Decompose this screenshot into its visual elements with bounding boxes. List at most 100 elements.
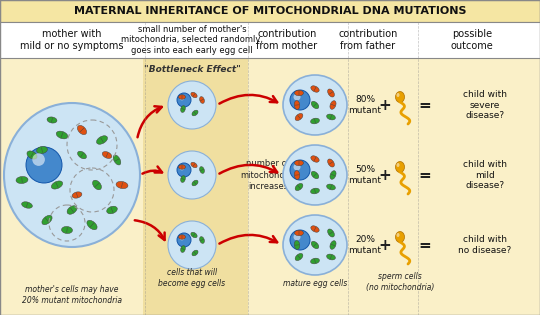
Text: child with
severe
disease?: child with severe disease? — [463, 90, 507, 120]
Ellipse shape — [56, 131, 68, 139]
Ellipse shape — [311, 86, 319, 92]
Text: contribution
from father: contribution from father — [339, 29, 397, 51]
Text: child with
mild
disease?: child with mild disease? — [463, 160, 507, 190]
Text: mature egg cells: mature egg cells — [283, 279, 347, 288]
Ellipse shape — [168, 81, 216, 129]
Ellipse shape — [310, 258, 320, 264]
Text: =: = — [418, 98, 431, 112]
Ellipse shape — [283, 75, 347, 135]
Text: "Bottleneck Effect": "Bottleneck Effect" — [144, 66, 240, 75]
Circle shape — [177, 233, 191, 247]
Ellipse shape — [179, 95, 186, 99]
Ellipse shape — [168, 221, 216, 269]
Ellipse shape — [181, 106, 185, 112]
Ellipse shape — [72, 192, 82, 198]
Ellipse shape — [294, 160, 303, 166]
Ellipse shape — [311, 226, 319, 232]
Ellipse shape — [179, 165, 186, 169]
Circle shape — [26, 147, 62, 183]
Ellipse shape — [396, 163, 400, 167]
Ellipse shape — [192, 180, 198, 186]
Ellipse shape — [295, 254, 303, 261]
Ellipse shape — [200, 237, 205, 243]
Circle shape — [179, 165, 184, 170]
Ellipse shape — [22, 202, 32, 208]
FancyBboxPatch shape — [143, 58, 248, 315]
Ellipse shape — [330, 241, 336, 249]
Circle shape — [290, 160, 310, 180]
Circle shape — [177, 93, 191, 107]
Ellipse shape — [27, 151, 37, 159]
Text: =: = — [418, 168, 431, 182]
Text: mother with
mild or no symptoms: mother with mild or no symptoms — [21, 29, 124, 51]
Text: 20%
mutant: 20% mutant — [348, 235, 381, 255]
Ellipse shape — [116, 181, 128, 189]
Ellipse shape — [200, 97, 205, 103]
Ellipse shape — [92, 180, 102, 190]
Ellipse shape — [328, 229, 334, 237]
FancyBboxPatch shape — [0, 58, 540, 315]
FancyBboxPatch shape — [0, 22, 540, 58]
Ellipse shape — [396, 233, 400, 237]
Ellipse shape — [294, 170, 300, 180]
Text: mother's cells may have
20% mutant mitochondria: mother's cells may have 20% mutant mitoc… — [22, 285, 122, 305]
Ellipse shape — [102, 152, 112, 158]
Ellipse shape — [51, 181, 63, 189]
Ellipse shape — [191, 92, 197, 98]
Ellipse shape — [294, 230, 303, 236]
Ellipse shape — [77, 125, 86, 135]
Ellipse shape — [283, 215, 347, 275]
Ellipse shape — [97, 136, 107, 144]
Ellipse shape — [191, 232, 197, 238]
Ellipse shape — [181, 175, 185, 182]
Ellipse shape — [192, 110, 198, 116]
Ellipse shape — [311, 171, 319, 179]
Text: small number of mother's
mitochondria, selected randomly,
goes into each early e: small number of mother's mitochondria, s… — [121, 25, 263, 55]
Text: +: + — [379, 168, 392, 182]
Ellipse shape — [327, 114, 335, 120]
Ellipse shape — [47, 117, 57, 123]
Ellipse shape — [294, 90, 303, 96]
Ellipse shape — [107, 206, 117, 214]
Ellipse shape — [327, 254, 335, 260]
Text: number of
mitochondria
increases: number of mitochondria increases — [240, 159, 296, 191]
Ellipse shape — [310, 188, 320, 194]
Text: child with
no disease?: child with no disease? — [458, 235, 511, 255]
Text: cells that will
become egg cells: cells that will become egg cells — [158, 268, 226, 288]
Ellipse shape — [62, 226, 72, 233]
Ellipse shape — [181, 246, 185, 252]
Ellipse shape — [294, 241, 300, 249]
Text: +: + — [379, 238, 392, 253]
Text: 50%
mutant: 50% mutant — [348, 165, 381, 185]
Ellipse shape — [330, 101, 336, 109]
Ellipse shape — [16, 176, 28, 184]
Circle shape — [290, 230, 310, 250]
Ellipse shape — [395, 232, 404, 243]
Ellipse shape — [4, 103, 140, 247]
Circle shape — [179, 235, 184, 240]
Ellipse shape — [395, 91, 404, 102]
Text: sperm cells
(no mitochondria): sperm cells (no mitochondria) — [366, 272, 434, 292]
Circle shape — [177, 163, 191, 177]
Ellipse shape — [87, 220, 97, 230]
Text: possible
outcome: possible outcome — [450, 29, 494, 51]
Circle shape — [290, 90, 310, 110]
Ellipse shape — [42, 215, 52, 225]
Text: +: + — [379, 98, 392, 112]
Ellipse shape — [113, 155, 121, 165]
Ellipse shape — [37, 146, 48, 154]
Ellipse shape — [328, 89, 334, 97]
Ellipse shape — [330, 171, 336, 179]
Circle shape — [294, 163, 300, 170]
Ellipse shape — [295, 113, 303, 121]
Ellipse shape — [67, 206, 77, 214]
Text: =: = — [418, 238, 431, 253]
Circle shape — [294, 233, 300, 240]
Ellipse shape — [395, 162, 404, 173]
Ellipse shape — [396, 93, 400, 97]
Ellipse shape — [191, 162, 197, 168]
Ellipse shape — [192, 250, 198, 256]
Ellipse shape — [78, 151, 86, 159]
Ellipse shape — [311, 241, 319, 249]
Ellipse shape — [283, 145, 347, 205]
